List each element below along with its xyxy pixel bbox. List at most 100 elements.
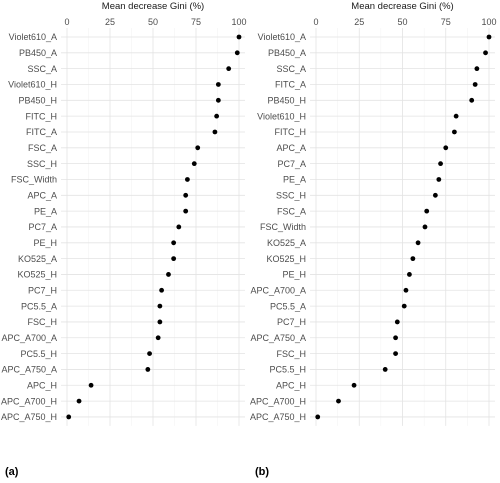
panel-2-category-label: KO525_A <box>267 238 306 248</box>
panel-2-data-point <box>453 113 459 119</box>
panel-2-category-label: FSC_A <box>277 206 306 216</box>
panel-2-category-label: Violet610_A <box>258 32 306 42</box>
panel-2-data-point <box>432 192 438 198</box>
panel-2-data-point <box>436 177 442 182</box>
panel-2-x-tick-label: 100 <box>481 17 496 27</box>
panel-2-category-label: APC_H <box>276 380 306 390</box>
panel-1-data-point <box>145 367 151 372</box>
panel-2-category-label: APC_A700_H <box>250 396 306 406</box>
panel-2-data-point <box>315 414 321 420</box>
panel-1-data-point <box>88 382 94 388</box>
panel-2-category-label: FITC_H <box>275 127 307 137</box>
panel-1-category-label: APC_A750_H <box>1 412 57 422</box>
panel-1-category-label: Violet610_H <box>8 80 57 90</box>
panel-1-data-point <box>215 82 221 87</box>
panel-1-data-point <box>76 398 82 404</box>
panel-1-data-point <box>166 272 171 277</box>
panel-1-data-point <box>236 34 242 40</box>
panel-2-data-point <box>424 208 430 214</box>
panel-1-data-point <box>157 303 163 309</box>
panel-2-data-point <box>472 82 478 87</box>
panel-1-x-tick-label: 25 <box>105 17 115 27</box>
panel-2-category-label: APC_A750_A <box>250 333 306 343</box>
panel-2-data-point <box>474 66 480 72</box>
panel-2-tag: (b) <box>255 466 269 478</box>
panel-2-category-label: SSC_A <box>276 64 306 74</box>
panel-1-category-label: PB450_A <box>19 48 57 58</box>
panel-1-data-point <box>183 208 189 214</box>
panel-1-category-label: SSC_A <box>27 64 57 74</box>
panel-1-category-label: PE_A <box>34 206 57 216</box>
panel-2-category-label: PE_A <box>283 175 306 185</box>
panel-1-category-label: FSC_Width <box>11 175 57 185</box>
panel-2-category-label: PC5.5_H <box>269 365 306 375</box>
panel-1-data-point <box>157 319 163 325</box>
panel-2-data-point <box>483 50 488 56</box>
panel-1-category-label: PC7_A <box>28 222 57 232</box>
panel-1-data-point <box>195 145 201 151</box>
panel-1-category-label: PE_H <box>33 238 57 248</box>
panel-1-x-tick-label: 75 <box>191 17 201 27</box>
panel-1-category-label: FSC_A <box>28 143 57 153</box>
panel-1-x-tick-label: 0 <box>64 17 69 27</box>
panel-1-data-point <box>185 177 190 182</box>
panel-2-category-label: PC7_A <box>277 159 306 169</box>
panel-2-category-label: FITC_A <box>275 80 306 90</box>
panel-2-category-label: PB450_A <box>268 48 306 58</box>
panel-2-data-point <box>443 145 449 151</box>
panel-1-category-label: FITC_H <box>26 111 58 121</box>
panel-2-category-label: SSC_H <box>276 191 306 201</box>
panel-1-category-label: PB450_H <box>18 96 57 106</box>
panel-2-x-tick-label: 25 <box>354 17 364 27</box>
panel-2-category-label: PC5.5_A <box>270 301 306 311</box>
panel-1-category-label: KO525_A <box>18 254 57 264</box>
panel-1-data-point <box>214 113 220 119</box>
panel-1-data-point <box>159 287 165 293</box>
panel-1-data-point <box>234 50 240 56</box>
panel-1-tag: (a) <box>5 466 19 478</box>
panel-1-data-point <box>183 192 189 198</box>
panel-2-data-point <box>452 129 457 135</box>
panel-1-data-point <box>155 335 161 341</box>
panel-1-category-label: APC_A700_A <box>1 333 57 343</box>
panel-1-category-label: APC_A750_A <box>1 365 57 375</box>
panel-1-data-point <box>191 161 197 167</box>
panel-1-category-label: FITC_A <box>26 127 57 137</box>
panel-2-data-point <box>486 34 492 40</box>
panel-2-data-point <box>403 287 409 293</box>
panel-2-data-point <box>382 367 388 372</box>
panel-1-x-axis-title: Mean decrease Gini (%) <box>102 1 204 12</box>
panel-1-data-point <box>171 256 177 262</box>
panel-2-data-point <box>438 161 443 167</box>
panel-1-category-label: PC5.5_A <box>21 301 57 311</box>
panel-1-data-point <box>226 66 232 72</box>
panel-2-data-point <box>401 303 407 309</box>
panel-2-category-label: PE_H <box>282 270 306 280</box>
panel-2-data-point <box>336 398 341 404</box>
panel-2-category-label: APC_A <box>276 143 306 153</box>
panel-2-x-tick-label: 75 <box>441 17 451 27</box>
panel-1-category-label: PC5.5_H <box>20 349 57 359</box>
panel-2-category-label: Violet610_H <box>257 111 306 121</box>
panel-1-category-label: APC_A <box>27 191 57 201</box>
panel-2-category-label: FSC_H <box>276 349 306 359</box>
panel-2-category-label: FSC_Width <box>260 222 306 232</box>
panel-2-data-point <box>394 319 400 325</box>
panel-1-category-label: Violet610_A <box>9 32 57 42</box>
panel-1-data-point <box>147 351 152 356</box>
panel-1-x-tick-label: 50 <box>148 17 158 27</box>
panel-2-data-point <box>393 335 398 341</box>
panel-1-data-point <box>171 240 177 246</box>
panel-2-category-label: KO525_H <box>266 254 306 264</box>
panel-1-data-point <box>212 129 218 135</box>
panel-2-x-axis-title: Mean decrease Gini (%) <box>351 1 453 12</box>
panel-2-data-point <box>469 97 475 103</box>
panel-2-category-label: APC_A700_A <box>250 285 306 295</box>
panel-1-category-label: FSC_H <box>27 317 57 327</box>
panel-2-category-label: PC7_H <box>277 317 306 327</box>
panel-2-data-point <box>351 382 357 388</box>
panel-1-category-label: APC_H <box>27 380 57 390</box>
panel-2-data-point <box>422 224 428 230</box>
panel-2-category-label: PB450_H <box>267 96 306 106</box>
